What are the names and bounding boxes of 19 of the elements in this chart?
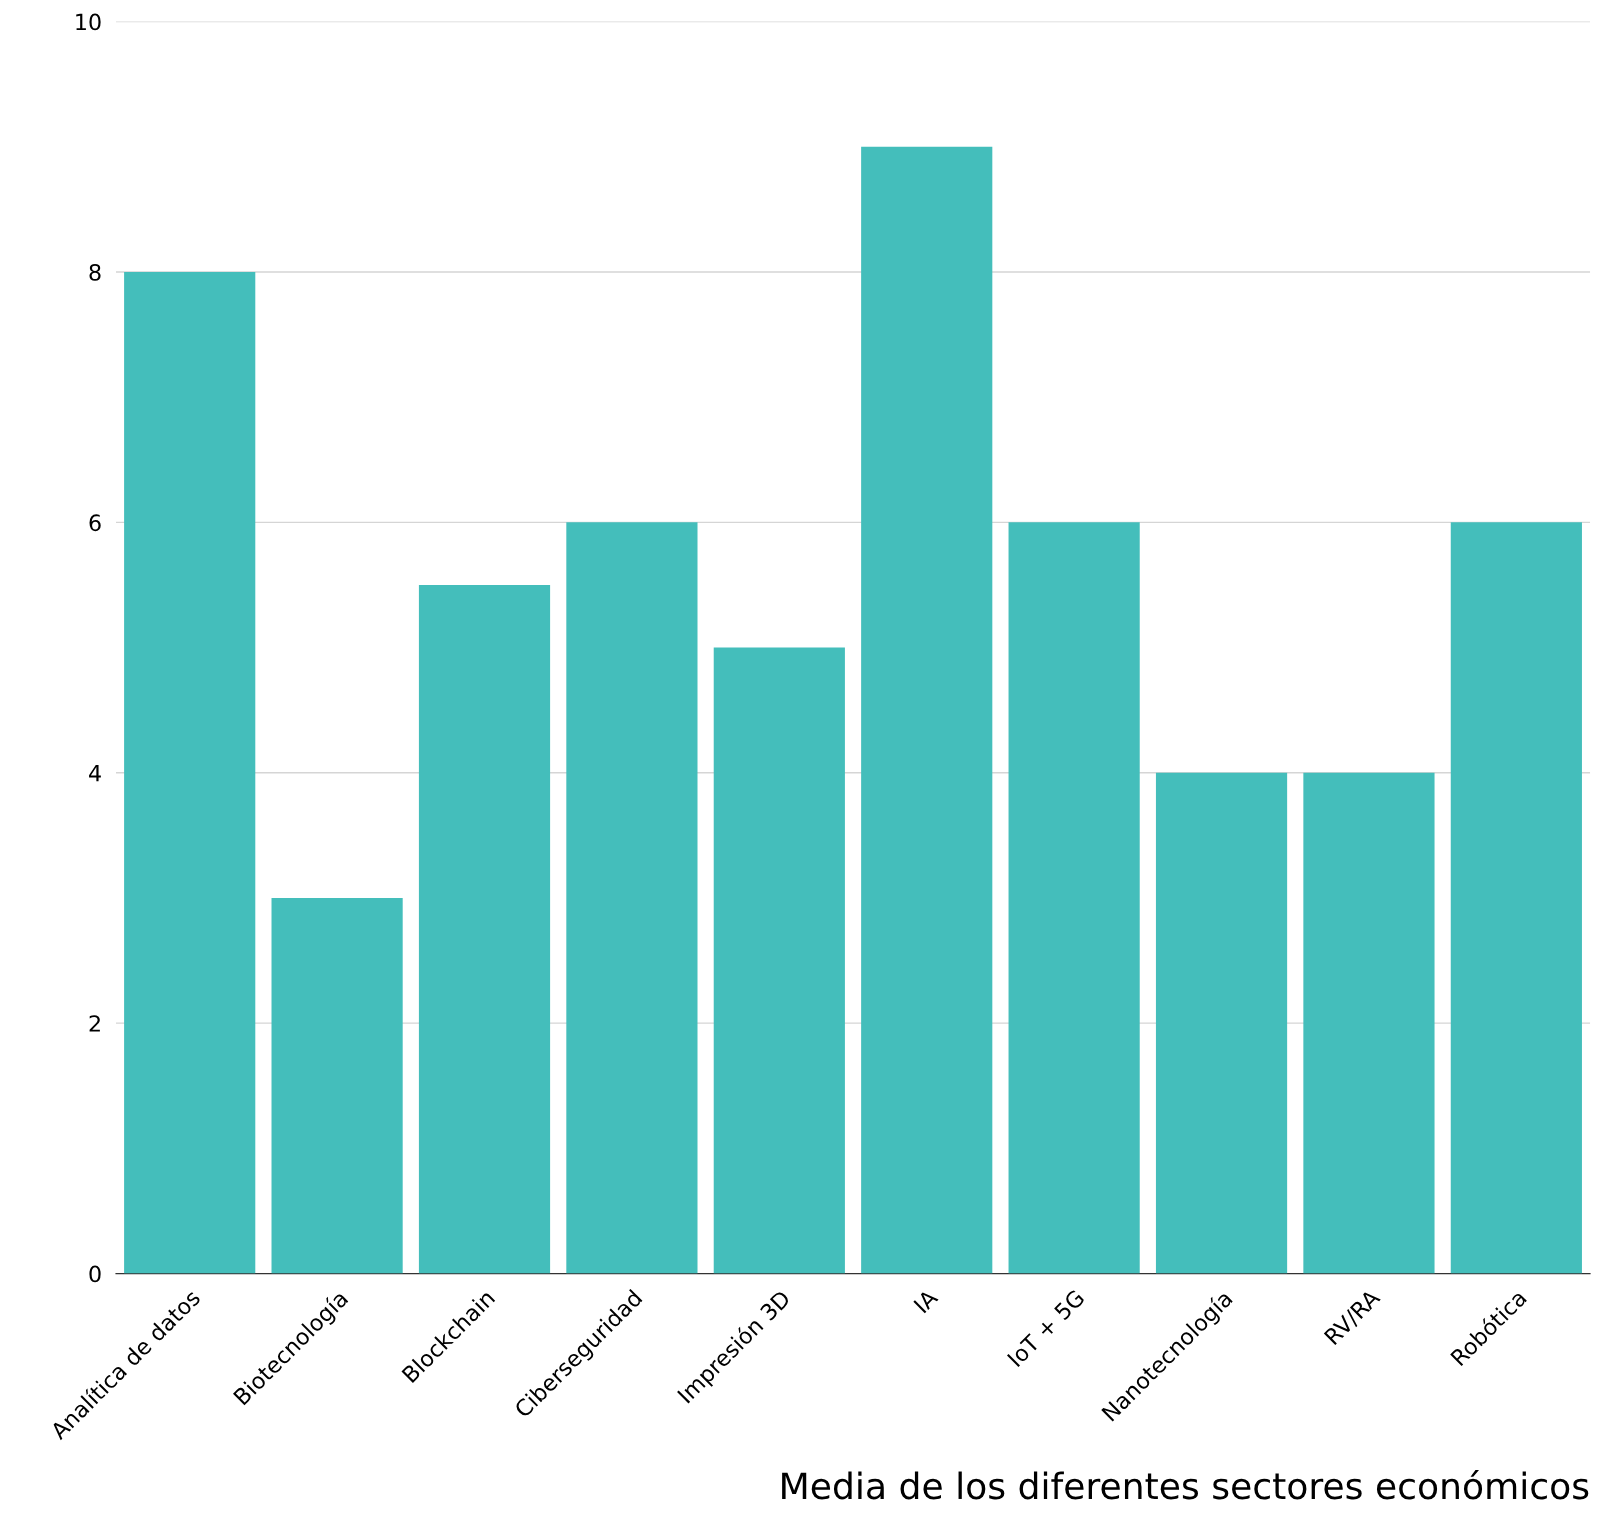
y-tick-label: 0 bbox=[89, 1265, 101, 1283]
bar bbox=[1155, 772, 1288, 1274]
bar bbox=[418, 584, 551, 1274]
y-tick-label: 6 bbox=[89, 514, 101, 532]
bar bbox=[566, 522, 698, 1274]
bar bbox=[861, 146, 993, 1274]
y-tick-label: 2 bbox=[89, 1015, 100, 1032]
x-tick-label: IoT + 5G bbox=[1006, 1289, 1086, 1368]
bar bbox=[1008, 522, 1140, 1274]
bar bbox=[1450, 522, 1582, 1274]
y-tick-label: 4 bbox=[89, 765, 101, 782]
bar bbox=[713, 647, 845, 1274]
x-tick-label: IA bbox=[913, 1288, 939, 1314]
y-tick-label: 8 bbox=[89, 263, 101, 281]
x-axis-title: Media de los diferentes sectores económicos bbox=[782, 1470, 1589, 1500]
bar bbox=[1303, 772, 1435, 1274]
y-tick-label: 10 bbox=[76, 13, 101, 31]
bar bbox=[124, 271, 256, 1274]
bar bbox=[271, 897, 403, 1274]
